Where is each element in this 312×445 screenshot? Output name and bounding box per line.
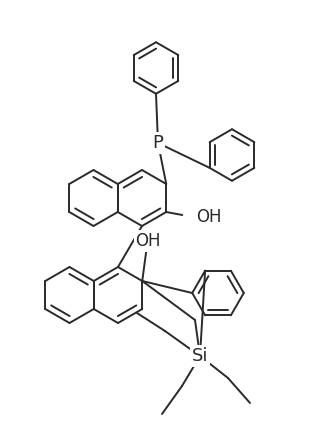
Text: OH: OH bbox=[135, 232, 161, 250]
Text: P: P bbox=[153, 134, 163, 152]
Text: OH: OH bbox=[196, 208, 222, 226]
Text: Si: Si bbox=[192, 347, 208, 365]
